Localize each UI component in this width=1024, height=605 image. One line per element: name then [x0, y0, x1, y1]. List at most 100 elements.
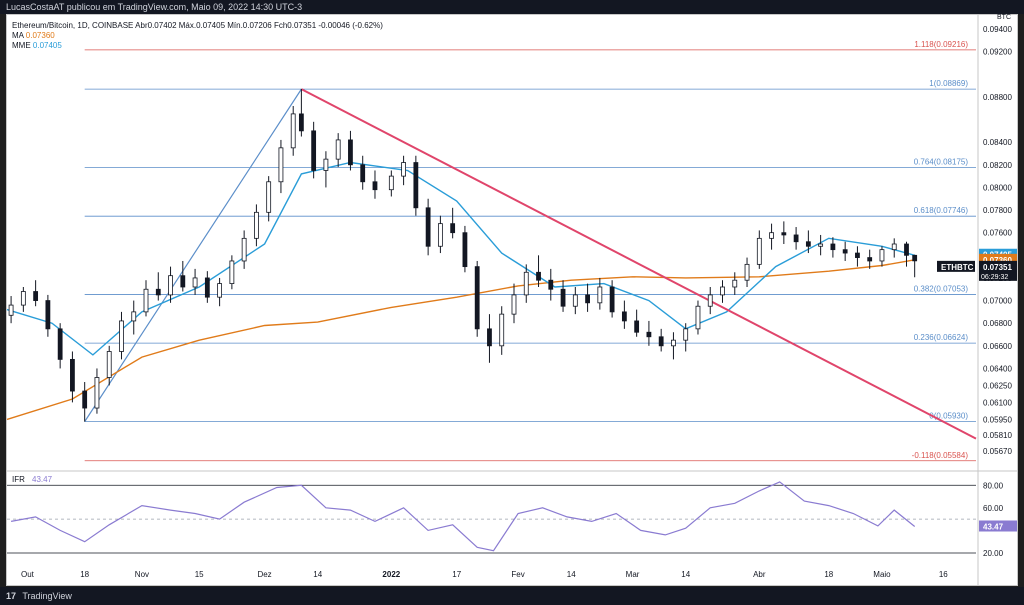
rsi-value: 43.47	[32, 475, 53, 484]
chart-legend: Ethereum/Bitcoin, 1D, COINBASE Abr0.0740…	[12, 21, 383, 51]
time-tick-label: Maio	[873, 570, 891, 579]
candle-body	[671, 339, 676, 347]
last-price-tag: 0.07351	[983, 263, 1012, 272]
candle-body	[658, 336, 664, 347]
candle-body	[192, 277, 198, 288]
candle-body	[744, 263, 750, 281]
candle-body	[33, 291, 39, 301]
candle-body	[879, 249, 885, 262]
candle-body	[372, 181, 378, 191]
candle-body	[830, 243, 836, 251]
bar-countdown: 06:29:32	[981, 274, 1008, 281]
candle-body	[597, 286, 603, 304]
candle-body	[793, 234, 799, 243]
time-tick-label: Nov	[135, 570, 149, 579]
last-price-tag-bg	[979, 260, 1017, 281]
rsi-tag: 43.47	[983, 522, 1004, 531]
candle-body	[278, 147, 284, 183]
price-tick-label: 0.09200	[983, 48, 1012, 57]
fib-level-label: 1(0.08869)	[929, 79, 968, 88]
candle-body	[536, 271, 541, 281]
candle-body	[646, 331, 652, 338]
rsi-tick-label: 60.00	[983, 504, 1004, 513]
candle-body	[45, 300, 51, 330]
candle-body	[106, 351, 112, 378]
candle-body	[298, 113, 304, 132]
publisher-bar: LucasCostaAT publicou em TradingView.com…	[0, 0, 1024, 14]
price-tick-label: 0.06600	[983, 342, 1012, 351]
candle-body	[904, 243, 909, 256]
candle-body	[707, 294, 713, 307]
candle-body	[548, 279, 554, 290]
candle-body	[695, 305, 701, 330]
candle-body	[413, 162, 419, 209]
candle-body	[437, 223, 443, 247]
candle-body	[756, 237, 762, 265]
candle-body	[311, 130, 317, 171]
price-tick-label: 0.06400	[983, 364, 1012, 373]
rsi-tick-label: 80.00	[983, 481, 1004, 490]
publisher-text: LucasCostaAT publicou em TradingView.com…	[6, 2, 303, 12]
brand-name[interactable]: TradingView	[22, 591, 72, 601]
time-tick-label: 16	[939, 570, 948, 579]
ma-price-tag: 0.07360	[983, 256, 1012, 265]
candle-body	[891, 243, 897, 251]
candle-body	[241, 237, 247, 262]
rsi-line	[10, 481, 916, 552]
candle-body	[572, 294, 578, 307]
candle-body	[20, 291, 26, 306]
candle-body	[499, 313, 505, 347]
candle-body	[462, 232, 468, 268]
rsi-tick-label: 20.00	[983, 549, 1004, 558]
candle-body	[388, 175, 394, 191]
price-tick-label: 0.09400	[983, 25, 1012, 34]
candle-body	[425, 207, 431, 247]
tradingview-logo-icon: 17	[6, 591, 17, 601]
ma-value: 0.07360	[25, 31, 55, 40]
price-tick-label: 0.05950	[983, 415, 1012, 424]
fib-level-label: 0.236(0.06624)	[914, 333, 969, 342]
fib-level-label: -0.118(0.05584)	[912, 451, 969, 460]
price-tick-label: 0.05670	[983, 447, 1012, 456]
rsi-title: IFR	[12, 475, 25, 484]
ma-price-tag-bg	[979, 253, 1017, 265]
candle-body	[732, 279, 738, 288]
candle-body	[254, 211, 259, 239]
candle-body	[266, 181, 272, 213]
fib-level-label: 0.764(0.08175)	[914, 158, 969, 167]
candle-body	[781, 232, 787, 236]
price-tick-label: 0.06800	[983, 319, 1012, 328]
candle-body	[769, 232, 774, 239]
candle-body	[143, 288, 149, 313]
candle-body	[168, 275, 173, 296]
candle-body	[511, 294, 517, 315]
candle-body	[867, 257, 873, 262]
mme-series-line	[6, 161, 915, 356]
candle-body	[720, 286, 725, 296]
price-tick-label: 0.07600	[983, 229, 1012, 238]
candle-body	[683, 328, 689, 341]
candle-body	[401, 162, 406, 177]
candle-body	[855, 252, 860, 258]
time-tick-label: 2022	[382, 570, 400, 579]
candle-body	[119, 320, 124, 352]
fib-level-label: 1.118(0.09216)	[914, 40, 968, 49]
ma-series-line	[6, 259, 915, 421]
candle-body	[323, 158, 329, 171]
candle-body	[204, 277, 210, 298]
candle-body	[70, 358, 75, 392]
time-tick-label: 18	[824, 570, 833, 579]
ma-label: MA	[12, 31, 24, 40]
footer-bar: 17 TradingView	[0, 587, 1024, 605]
price-tick-label: 0.08800	[983, 93, 1012, 102]
price-tick-label: 0.07800	[983, 206, 1012, 215]
time-tick-label: Out	[21, 570, 35, 579]
candle-body	[217, 283, 223, 298]
price-tick-label: 0.06250	[983, 381, 1012, 390]
resistance-trendline	[300, 88, 977, 440]
candle-body	[335, 139, 341, 160]
candle-body	[842, 249, 848, 254]
price-tick-label: 0.06100	[983, 398, 1012, 407]
time-tick-label: 17	[452, 570, 461, 579]
